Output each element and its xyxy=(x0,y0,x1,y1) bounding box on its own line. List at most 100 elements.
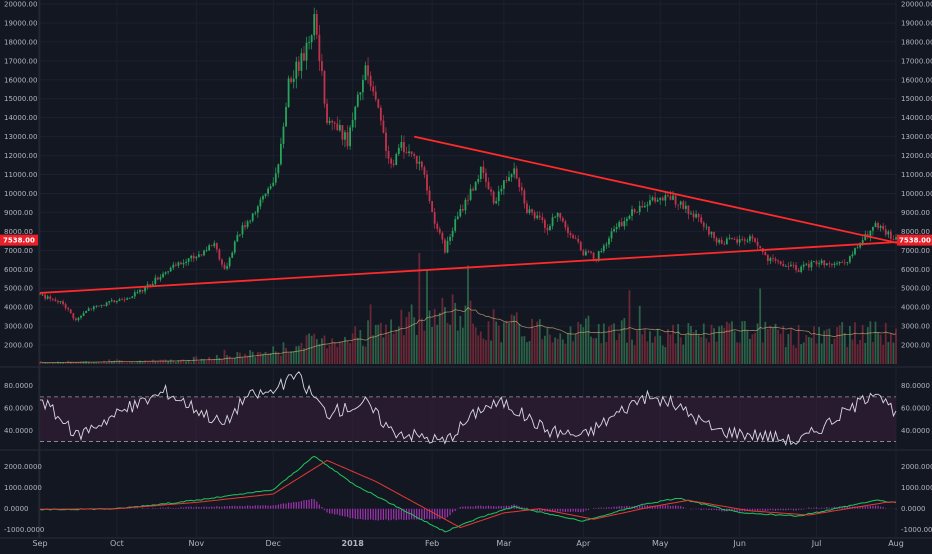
candle-up[interactable] xyxy=(608,238,610,245)
candle-down[interactable] xyxy=(515,168,518,179)
candle-up[interactable] xyxy=(728,237,731,239)
candle-down[interactable] xyxy=(766,255,769,262)
candle-up[interactable] xyxy=(710,231,713,235)
candle-up[interactable] xyxy=(459,208,462,217)
candle-down[interactable] xyxy=(543,219,546,228)
candle-up[interactable] xyxy=(769,258,772,262)
candle-down[interactable] xyxy=(569,233,572,236)
candle-down[interactable] xyxy=(333,122,336,124)
candle-up[interactable] xyxy=(449,236,451,241)
candle-up[interactable] xyxy=(749,236,751,241)
candle-down[interactable] xyxy=(567,227,569,234)
candle-down[interactable] xyxy=(62,301,64,305)
candle-down[interactable] xyxy=(587,251,590,253)
candle-down[interactable] xyxy=(436,223,439,229)
candle-down[interactable] xyxy=(708,226,710,235)
candle-up[interactable] xyxy=(479,166,482,179)
candle-down[interactable] xyxy=(764,252,767,256)
candle-up[interactable] xyxy=(182,262,185,265)
candle-down[interactable] xyxy=(669,196,672,200)
candle-down[interactable] xyxy=(472,188,475,191)
candle-down[interactable] xyxy=(303,53,305,61)
candle-down[interactable] xyxy=(759,245,762,249)
candle-up[interactable] xyxy=(77,317,80,321)
candle-down[interactable] xyxy=(682,201,685,209)
candle-up[interactable] xyxy=(651,197,654,201)
candle-up[interactable] xyxy=(308,42,311,43)
candle-down[interactable] xyxy=(523,190,526,204)
candle-up[interactable] xyxy=(854,248,856,255)
candle-up[interactable] xyxy=(846,262,849,263)
candle-down[interactable] xyxy=(561,218,564,222)
candle-down[interactable] xyxy=(882,225,885,230)
candle-down[interactable] xyxy=(677,204,680,206)
candle-down[interactable] xyxy=(420,161,423,168)
candle-up[interactable] xyxy=(718,239,721,243)
candle-down[interactable] xyxy=(772,258,774,259)
candle-up[interactable] xyxy=(228,257,231,267)
candle-up[interactable] xyxy=(602,245,605,252)
candle-down[interactable] xyxy=(290,78,293,83)
candle-down[interactable] xyxy=(667,195,669,197)
candle-down[interactable] xyxy=(67,308,70,310)
candle-up[interactable] xyxy=(456,216,459,220)
candle-down[interactable] xyxy=(403,142,405,153)
candle-down[interactable] xyxy=(572,235,574,239)
candle-up[interactable] xyxy=(133,292,136,297)
candle-up[interactable] xyxy=(241,225,244,235)
candle-down[interactable] xyxy=(490,189,492,192)
candle-down[interactable] xyxy=(889,231,892,240)
candle-down[interactable] xyxy=(461,208,464,211)
candle-up[interactable] xyxy=(418,161,421,164)
candle-down[interactable] xyxy=(413,153,416,156)
candle-up[interactable] xyxy=(172,264,175,268)
candle-down[interactable] xyxy=(733,239,736,240)
candle-down[interactable] xyxy=(103,305,105,306)
candle-up[interactable] xyxy=(197,254,200,257)
candle-down[interactable] xyxy=(564,221,567,228)
candle-down[interactable] xyxy=(715,238,718,243)
candle-up[interactable] xyxy=(282,126,285,144)
candle-up[interactable] xyxy=(584,251,587,256)
candle-up[interactable] xyxy=(305,42,308,61)
candle-up[interactable] xyxy=(528,209,531,213)
candle-up[interactable] xyxy=(495,201,498,204)
candle-down[interactable] xyxy=(221,259,223,265)
candle-down[interactable] xyxy=(74,318,77,321)
candle-up[interactable] xyxy=(649,200,651,205)
candle-down[interactable] xyxy=(485,172,487,182)
candle-down[interactable] xyxy=(72,313,75,319)
candle-down[interactable] xyxy=(492,191,495,204)
candle-up[interactable] xyxy=(628,215,631,219)
trendline-support[interactable] xyxy=(39,240,902,294)
candle-up[interactable] xyxy=(328,120,331,123)
candle-up[interactable] xyxy=(100,305,103,306)
candle-up[interactable] xyxy=(344,132,346,140)
candle-up[interactable] xyxy=(292,78,295,83)
candle-down[interactable] xyxy=(787,265,790,267)
candle-down[interactable] xyxy=(633,209,636,212)
candle-up[interactable] xyxy=(356,94,359,107)
candle-up[interactable] xyxy=(536,215,539,219)
candle-up[interactable] xyxy=(131,296,134,298)
candle-down[interactable] xyxy=(200,254,203,256)
candle-down[interactable] xyxy=(713,231,715,239)
candle-down[interactable] xyxy=(579,241,582,251)
candle-down[interactable] xyxy=(577,238,580,242)
candle-down[interactable] xyxy=(877,223,879,228)
candle-down[interactable] xyxy=(697,214,700,218)
candle-down[interactable] xyxy=(215,243,218,250)
candle-up[interactable] xyxy=(246,221,249,228)
candle-up[interactable] xyxy=(349,127,352,147)
candle-down[interactable] xyxy=(592,252,595,259)
candle-down[interactable] xyxy=(531,209,533,213)
candle-down[interactable] xyxy=(723,243,726,245)
candle-up[interactable] xyxy=(695,214,697,218)
candle-up[interactable] xyxy=(144,287,146,292)
candle-up[interactable] xyxy=(869,230,872,237)
candle-up[interactable] xyxy=(836,263,838,265)
candle-up[interactable] xyxy=(600,251,603,252)
candle-down[interactable] xyxy=(533,212,536,219)
candle-down[interactable] xyxy=(405,152,408,154)
candle-up[interactable] xyxy=(549,226,551,231)
